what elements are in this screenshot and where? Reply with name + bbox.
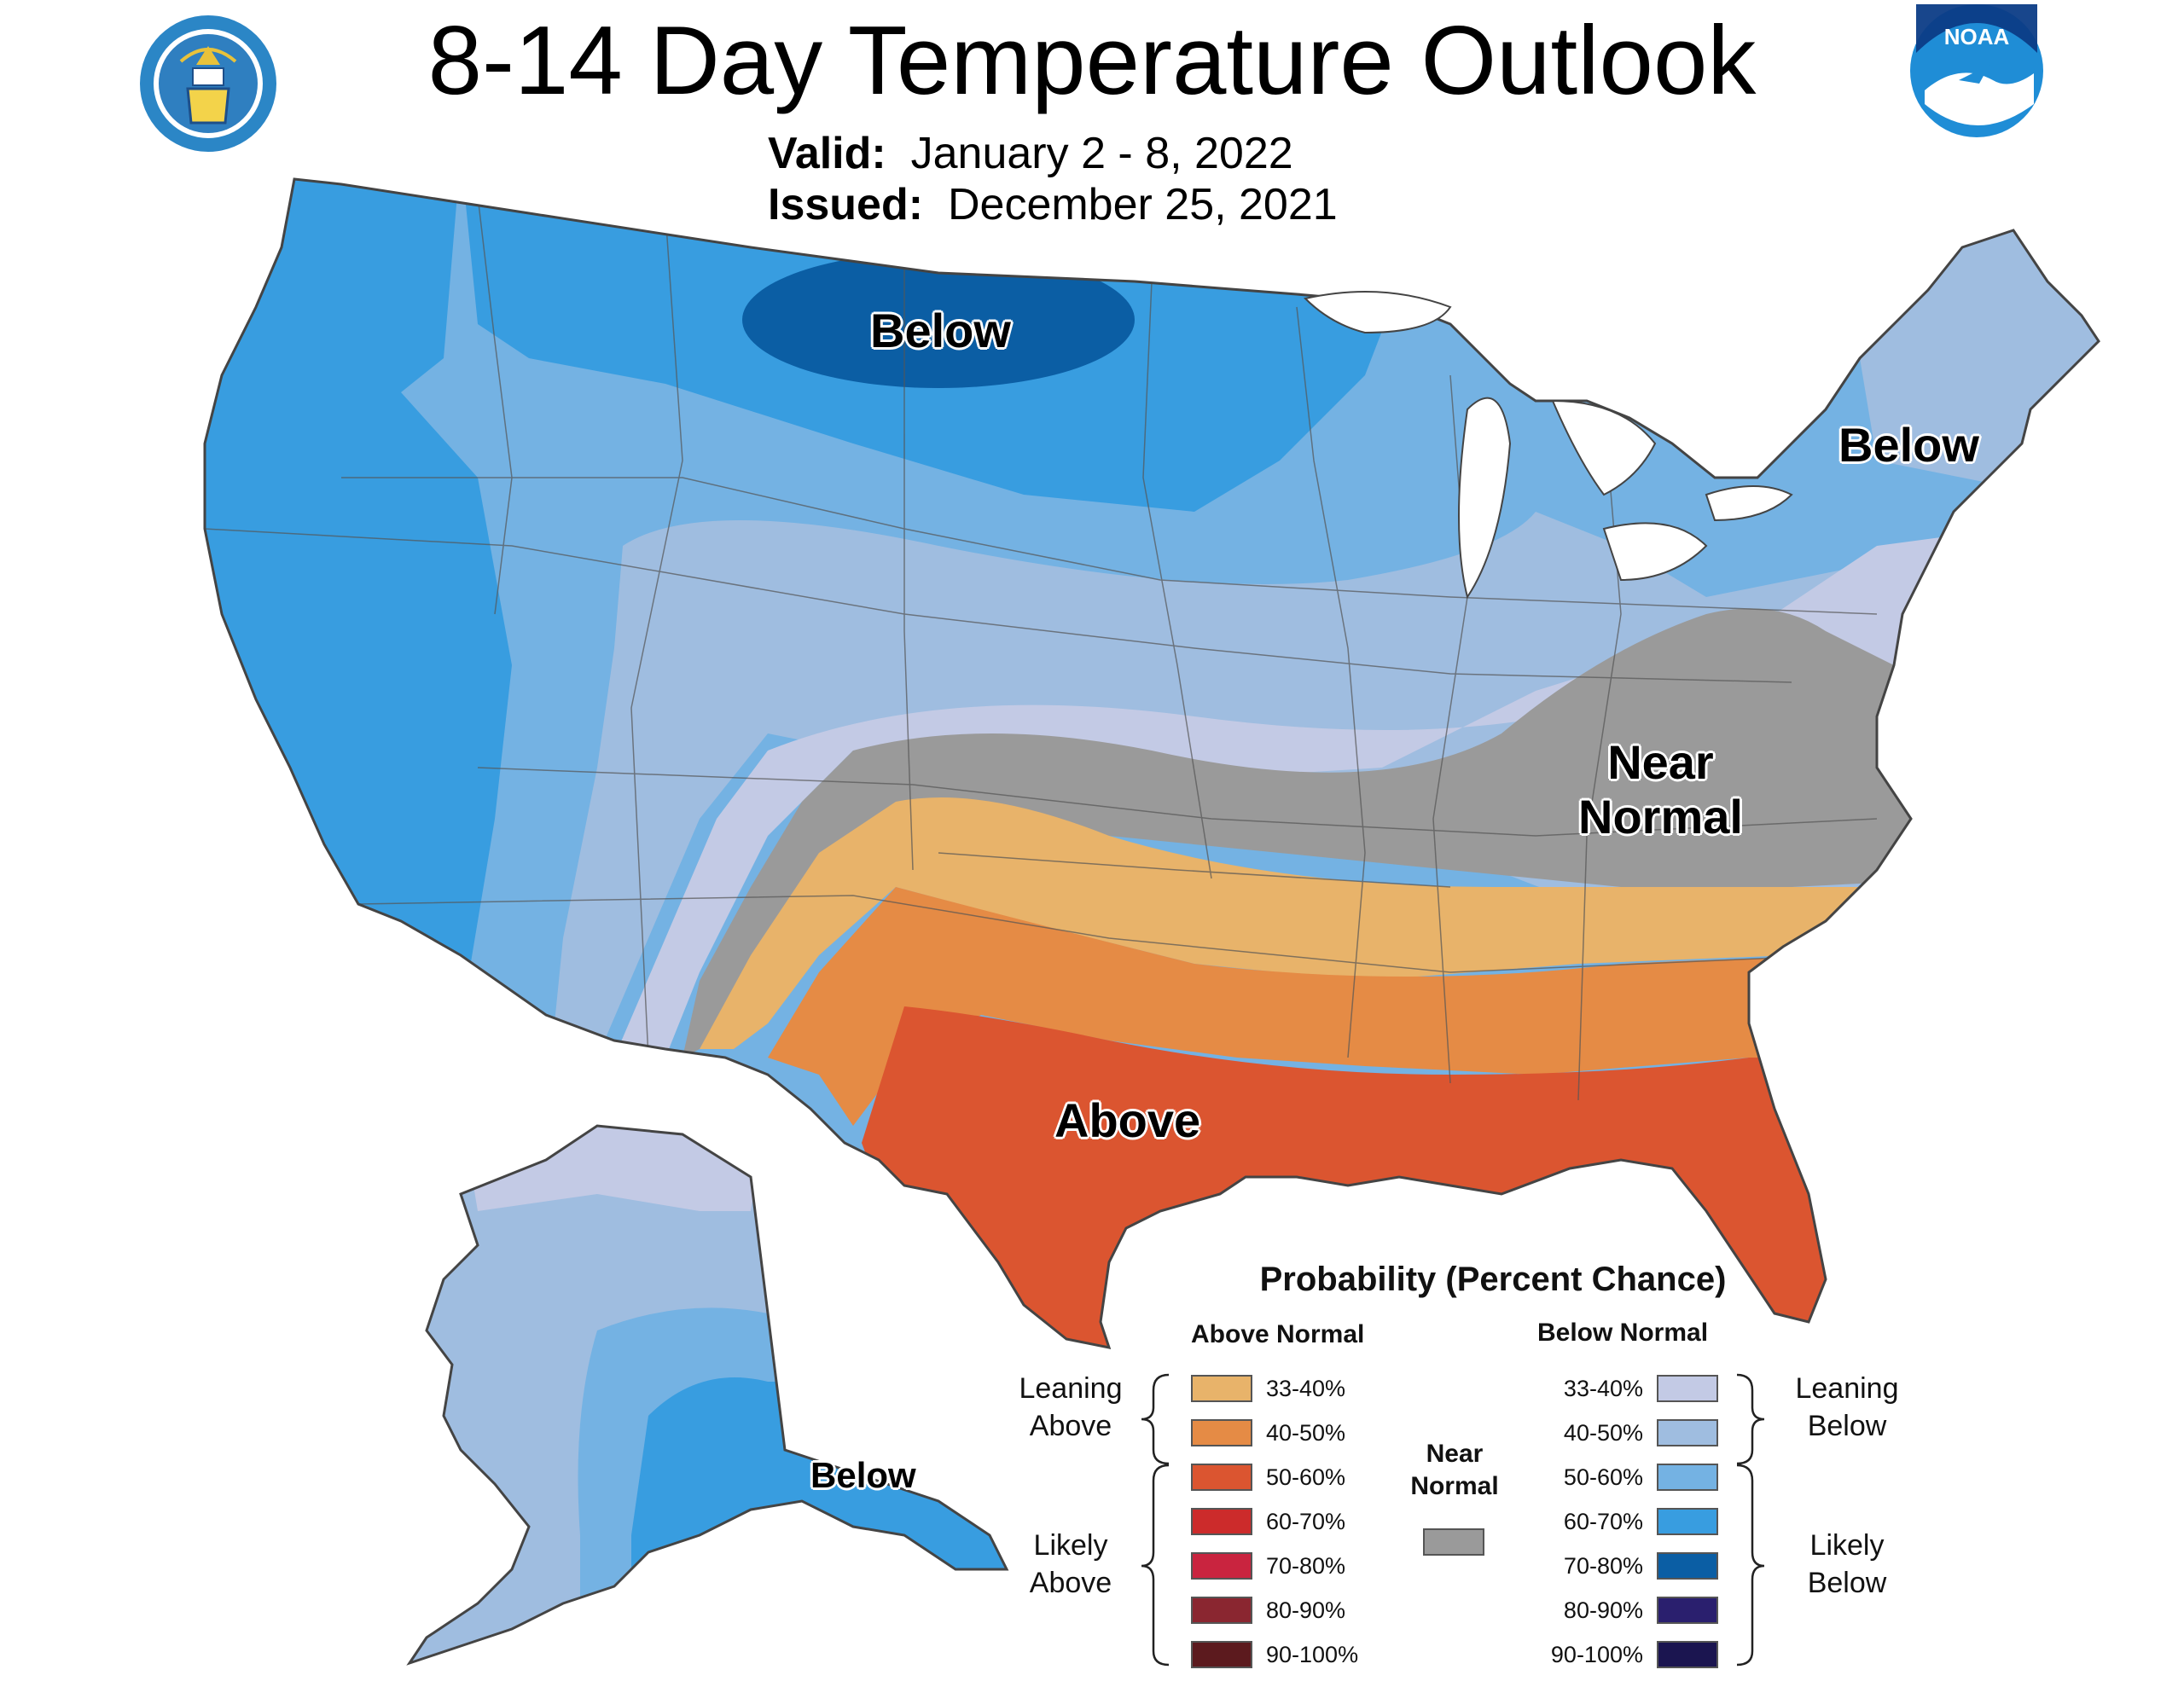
above-swatch-1 bbox=[1191, 1419, 1252, 1446]
below-range-label-4: 70-80% bbox=[1563, 1553, 1643, 1579]
noaa-logo-icon: NOAA bbox=[1910, 4, 2043, 137]
below-normal-header: Below Normal bbox=[1537, 1319, 1709, 1347]
above-swatch-4 bbox=[1191, 1552, 1252, 1580]
below-swatch-0 bbox=[1657, 1375, 1718, 1402]
near-normal-swatch bbox=[1423, 1528, 1484, 1556]
below-swatch-5 bbox=[1657, 1597, 1718, 1624]
valid-label: Valid: bbox=[768, 129, 886, 178]
below-range-label-0: 33-40% bbox=[1563, 1376, 1643, 1401]
above-range-label-3: 60-70% bbox=[1266, 1509, 1346, 1534]
likely-above-label: Likely Above bbox=[998, 1527, 1143, 1602]
below-range-label-5: 80-90% bbox=[1563, 1597, 1643, 1623]
commerce-seal-icon bbox=[140, 15, 276, 152]
likely-above-line2: Above bbox=[1029, 1567, 1112, 1599]
date-block: Valid: January 2 - 8, 2022 Issued: Decem… bbox=[768, 128, 1338, 230]
above-range-label-1: 40-50% bbox=[1266, 1420, 1346, 1446]
above-range-label-4: 70-80% bbox=[1266, 1553, 1346, 1579]
above-range-label-0: 33-40% bbox=[1266, 1376, 1346, 1401]
below-swatch-6 bbox=[1657, 1641, 1718, 1668]
near-normal-label: Near Normal bbox=[1578, 735, 1743, 844]
below-northeast-label: Below bbox=[1838, 418, 1979, 472]
above-swatch-2 bbox=[1191, 1464, 1252, 1491]
above-swatch-6 bbox=[1191, 1641, 1252, 1668]
leaning-above-line2: Above bbox=[1029, 1410, 1112, 1442]
below-range-label-6: 90-100% bbox=[1550, 1642, 1643, 1667]
above-range-label-5: 80-90% bbox=[1266, 1597, 1346, 1623]
near-normal-legend-line1: Near bbox=[1426, 1440, 1484, 1468]
page-title: 8-14 Day Temperature Outlook bbox=[427, 7, 1757, 115]
leaning-below-line2: Below bbox=[1807, 1410, 1887, 1442]
below-range-label-1: 40-50% bbox=[1563, 1420, 1643, 1446]
above-range-label-2: 50-60% bbox=[1266, 1464, 1346, 1490]
near-normal-line2: Normal bbox=[1578, 790, 1743, 844]
below-north-label: Below bbox=[870, 304, 1011, 357]
noaa-text: NOAA bbox=[1944, 24, 2010, 49]
likely-below-label: Likely Below bbox=[1774, 1527, 1920, 1602]
above-label: Above bbox=[1054, 1093, 1201, 1147]
leaning-below-label: Leaning Below bbox=[1774, 1370, 1920, 1445]
below-swatch-1 bbox=[1657, 1419, 1718, 1446]
above-swatch-5 bbox=[1191, 1597, 1252, 1624]
above-range-label-6: 90-100% bbox=[1266, 1642, 1359, 1667]
likely-below-line2: Below bbox=[1807, 1567, 1887, 1599]
likely-above-line1: Likely bbox=[1033, 1529, 1108, 1562]
issued-label: Issued: bbox=[768, 180, 924, 229]
near-normal-legend-label: Near Normal bbox=[1391, 1438, 1519, 1503]
above-swatch-0 bbox=[1191, 1375, 1252, 1402]
above-normal-header: Above Normal bbox=[1191, 1320, 1365, 1348]
legend-title: Probability (Percent Chance) bbox=[1259, 1261, 1727, 1298]
leaning-above-line1: Leaning bbox=[1019, 1372, 1123, 1405]
leaning-below-line1: Leaning bbox=[1795, 1372, 1899, 1405]
below-range-label-3: 60-70% bbox=[1563, 1509, 1643, 1534]
below-swatch-3 bbox=[1657, 1508, 1718, 1535]
below-alaska-label: Below bbox=[810, 1455, 916, 1495]
near-normal-line1: Near bbox=[1607, 735, 1714, 789]
below-range-label-2: 50-60% bbox=[1563, 1464, 1643, 1490]
valid-value: January 2 - 8, 2022 bbox=[910, 129, 1293, 178]
issued-value: December 25, 2021 bbox=[947, 180, 1338, 229]
near-normal-legend-line2: Normal bbox=[1410, 1472, 1499, 1500]
above-swatch-3 bbox=[1191, 1508, 1252, 1535]
below-swatch-4 bbox=[1657, 1552, 1718, 1580]
leaning-above-label: Leaning Above bbox=[998, 1370, 1143, 1445]
below-swatch-2 bbox=[1657, 1464, 1718, 1491]
likely-below-line1: Likely bbox=[1809, 1529, 1885, 1562]
